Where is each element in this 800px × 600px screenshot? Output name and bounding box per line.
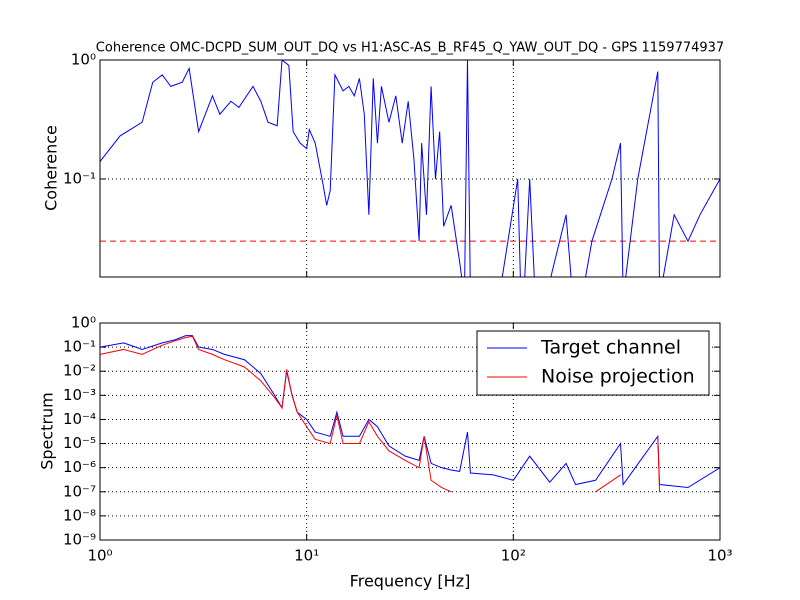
y-tick-label: 10⁻⁶ bbox=[63, 458, 96, 476]
series-line bbox=[100, 60, 720, 277]
legend-label: Noise projection bbox=[541, 366, 695, 388]
plot-area bbox=[100, 336, 720, 492]
legend-box bbox=[476, 330, 710, 396]
x-tick-label: 10¹ bbox=[294, 547, 319, 565]
y-tick-label: 10⁻¹ bbox=[63, 169, 96, 187]
y-tick-label: 10⁻⁷ bbox=[63, 482, 96, 500]
x-tick-label: 10² bbox=[501, 547, 526, 565]
y-tick-label: 10⁻⁵ bbox=[63, 434, 96, 452]
x-axis-label: Frequency [Hz] bbox=[350, 572, 471, 591]
chart-title: Coherence OMC-DCPD_SUM_OUT_DQ vs H1:ASC-… bbox=[96, 41, 724, 56]
x-tick-label: 10³ bbox=[707, 547, 732, 565]
y-tick-label: 10⁰ bbox=[71, 314, 96, 332]
axes-frame bbox=[99, 322, 721, 541]
y-axis-label: Coherence bbox=[42, 125, 61, 211]
y-axis-label: Spectrum bbox=[38, 392, 57, 470]
y-tick-label: 10⁻² bbox=[63, 362, 96, 380]
y-tick-label: 10⁻⁴ bbox=[63, 410, 96, 428]
y-tick-label: 10⁻¹ bbox=[63, 338, 96, 356]
plot-area bbox=[100, 60, 720, 277]
series-line bbox=[100, 335, 720, 489]
x-tick-label: 10⁰ bbox=[87, 547, 112, 565]
y-tick-label: 10⁻³ bbox=[63, 386, 96, 404]
axes-frame bbox=[99, 59, 721, 278]
y-tick-label: 10⁻⁸ bbox=[63, 506, 96, 524]
legend-label: Target channel bbox=[540, 337, 681, 359]
y-tick-label: 10⁻⁹ bbox=[63, 531, 96, 549]
y-tick-label: 10⁰ bbox=[71, 51, 96, 69]
